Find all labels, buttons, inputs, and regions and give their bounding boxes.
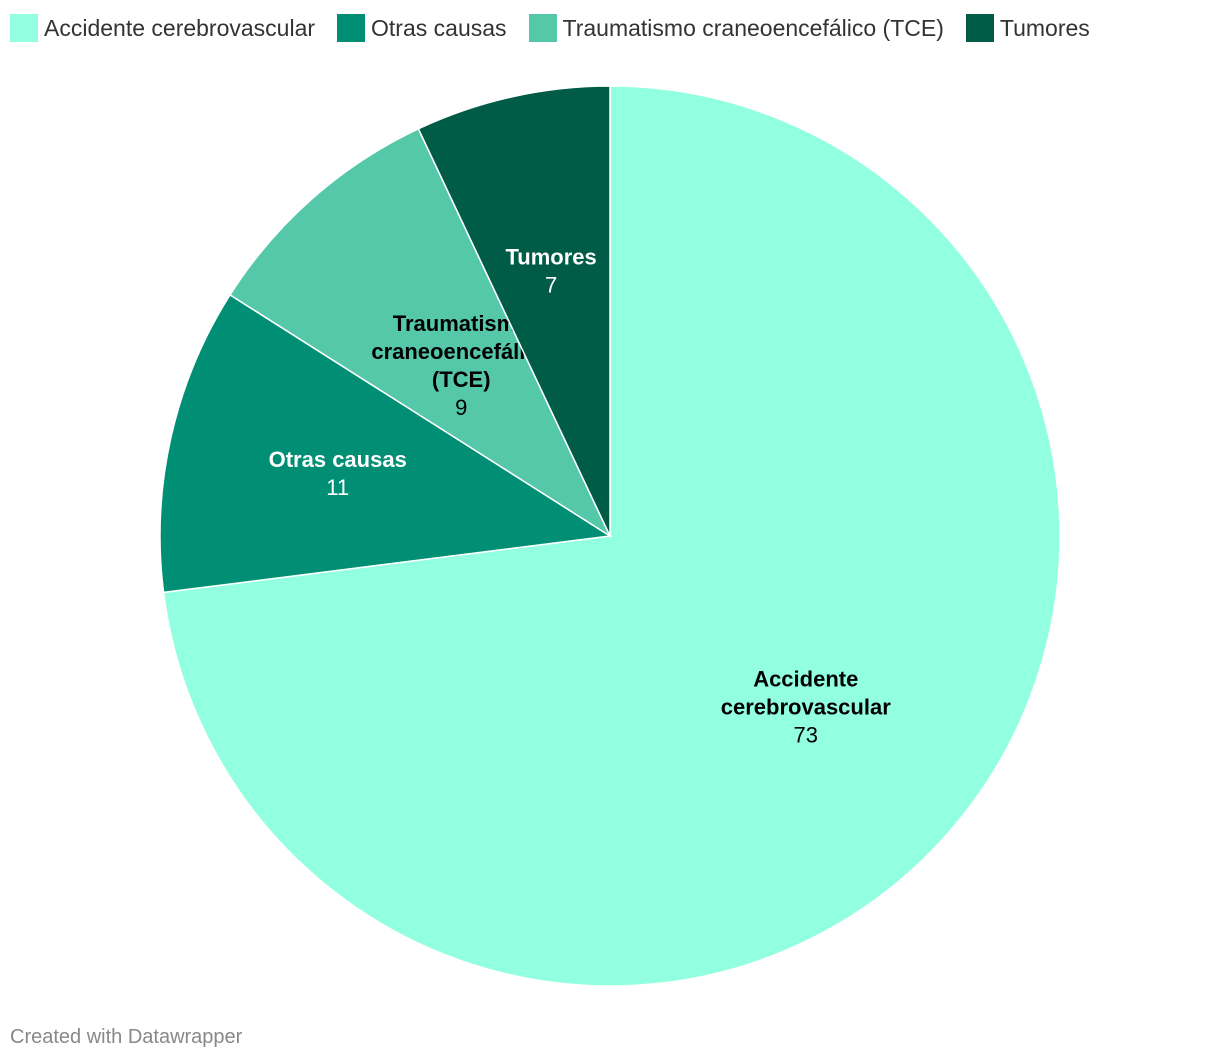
pie-slice [162, 85, 1061, 987]
pie-slice [159, 293, 613, 594]
slice-label-group: Accidente cerebrovascular 73 [721, 666, 891, 747]
legend-item-tumores: Tumores [965, 14, 1090, 42]
legend-label: Otras causas [371, 14, 507, 41]
slice-value-label: 7 [545, 272, 557, 297]
slice-label: (TCE) [432, 367, 491, 392]
slice-label: cerebrovascular [721, 694, 891, 719]
footer-credit: Created with Datawrapper [10, 1026, 243, 1048]
legend-swatch [337, 14, 366, 42]
slice-label: Otras causas [269, 447, 407, 472]
slice-value-label: 11 [326, 475, 349, 500]
legend-label: Traumatismo craneoencefálico (TCE) [562, 14, 944, 41]
legend-item-tce: Traumatismo craneoencefálico (TCE) [528, 14, 944, 42]
slice-label: Accidente [753, 666, 858, 691]
legend-item-otras-causas: Otras causas [337, 14, 507, 42]
slice-label: Tumores [505, 244, 596, 269]
legend-label: Tumores [999, 14, 1090, 41]
legend-swatch [528, 14, 557, 42]
slice-value-label: 9 [455, 395, 467, 420]
slice-value-label: 73 [794, 722, 818, 747]
legend-swatch [965, 14, 994, 42]
slice-label-group: Otras causas 11 [269, 447, 407, 500]
legend-swatch [10, 14, 38, 42]
pie-slice [417, 85, 611, 537]
slice-label-group: Tumores 7 [505, 244, 596, 297]
legend-label: Accidente cerebrovascular [44, 14, 316, 41]
pie-slice [229, 127, 612, 539]
legend-item-accidente-cerebrovascular: Accidente cerebrovascular [10, 14, 315, 42]
chart-legend: Accidente cerebrovascular Otras causas T… [10, 12, 1112, 44]
